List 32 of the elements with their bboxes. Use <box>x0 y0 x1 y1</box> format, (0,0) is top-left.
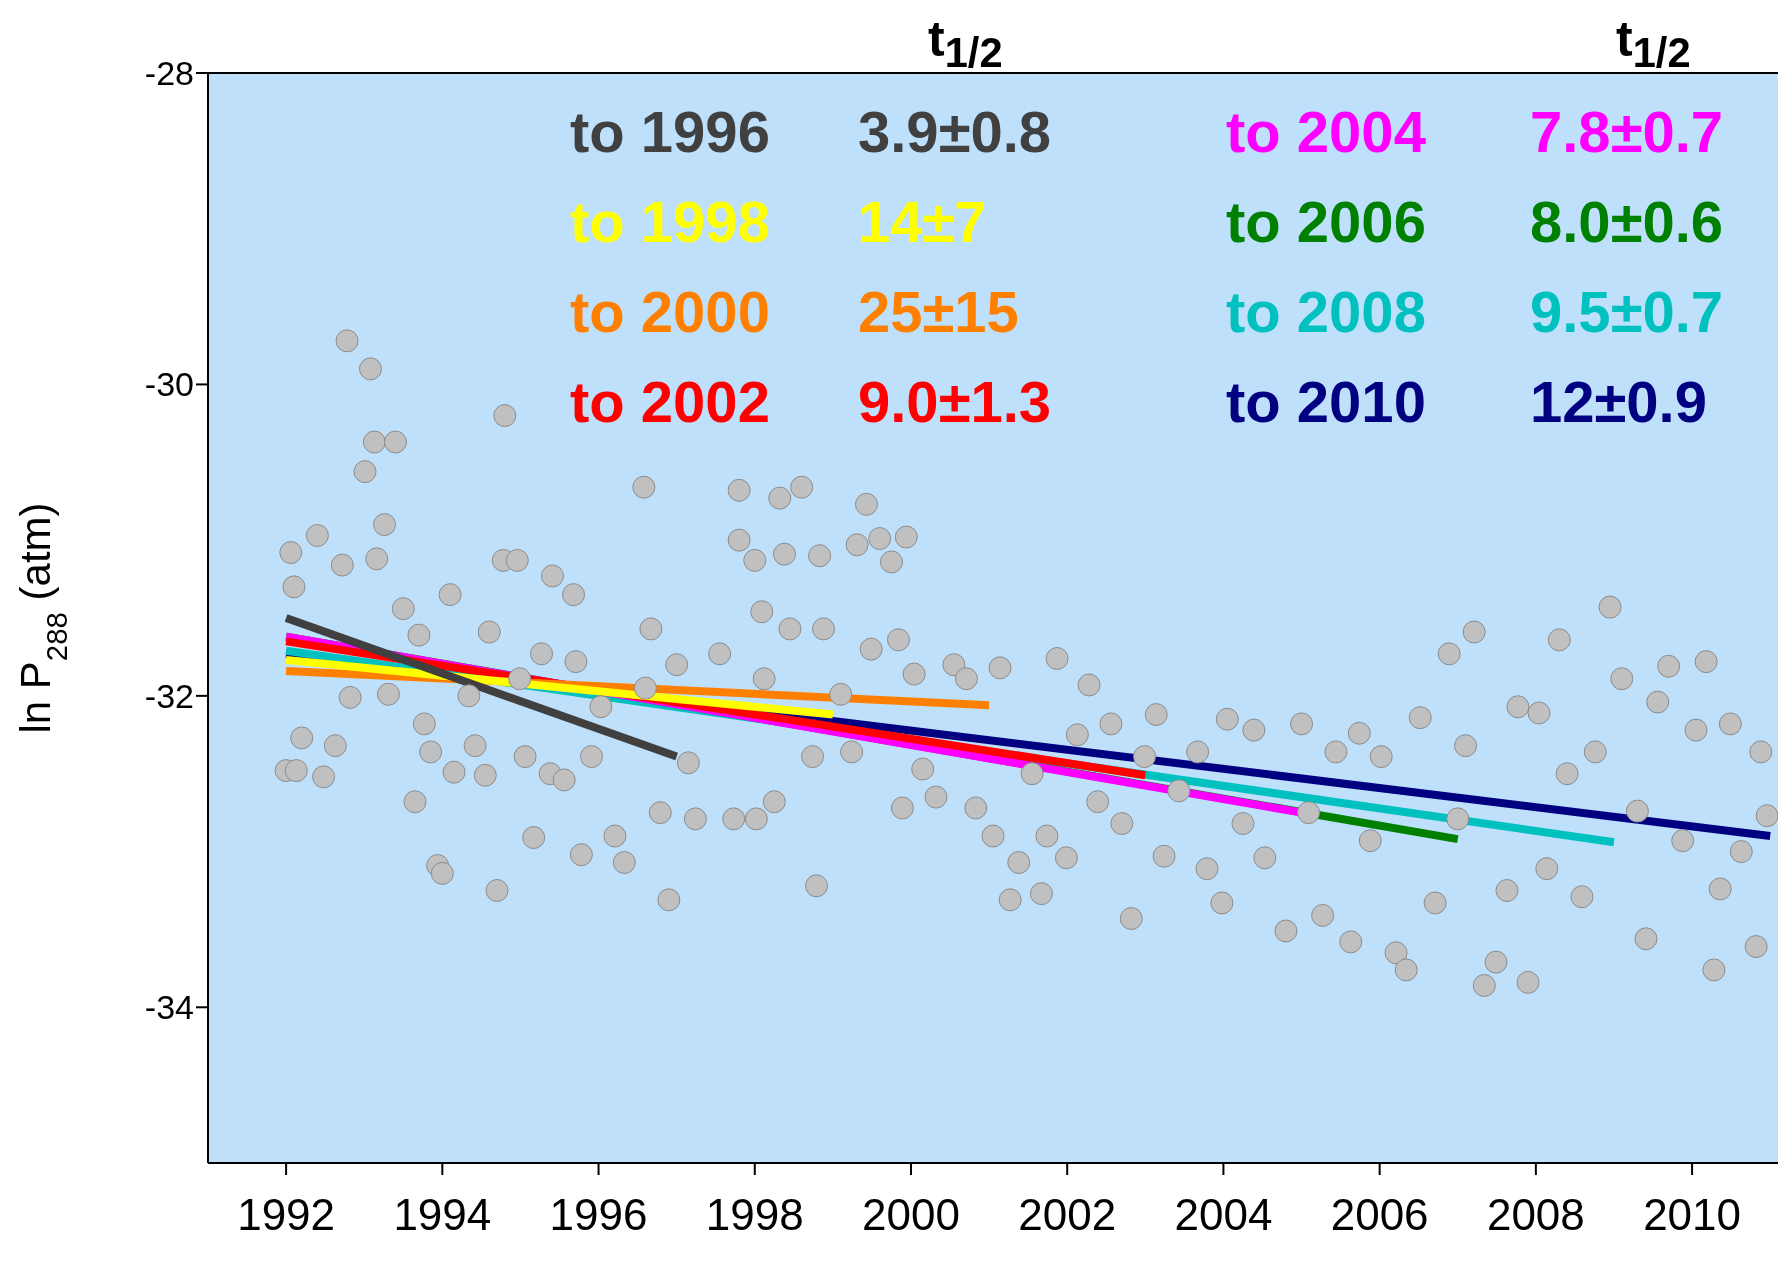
x-tick-label: 2010 <box>1643 1190 1742 1240</box>
annotation: 9.0±1.3 <box>858 369 1052 434</box>
text: to 2004 <box>1226 99 1426 164</box>
text: to 2010 <box>1226 369 1426 434</box>
text: to 2002 <box>570 369 770 434</box>
x-tick-label: 1998 <box>705 1190 804 1240</box>
text: to 1998 <box>570 189 770 254</box>
annotation: t$_{1/2}$ <box>928 11 1003 76</box>
x-tick-label: 2004 <box>1174 1190 1273 1240</box>
annotation: 7.8±0.7 <box>1530 99 1724 164</box>
x-tick-label: 2002 <box>1018 1190 1117 1240</box>
y-tick-label: -30 <box>144 365 194 404</box>
y-tick-label: -34 <box>144 988 194 1027</box>
text: to 2006 <box>1226 189 1426 254</box>
annotation: t$_{1/2}$ <box>1616 11 1691 76</box>
x-tick-label: 1996 <box>549 1190 648 1240</box>
y-tick-label: -28 <box>144 54 194 93</box>
annotation: 3.9±0.8 <box>858 99 1052 164</box>
x-tick-label: 2006 <box>1330 1190 1429 1240</box>
text: to 2000 <box>570 279 770 344</box>
y-tick-label: -32 <box>144 676 194 715</box>
annotation: 14±7 <box>858 189 987 254</box>
annotation: 25±15 <box>858 279 1019 344</box>
x-tick-label: 1994 <box>393 1190 492 1240</box>
text: to 1996 <box>570 99 770 164</box>
annotation: 9.5±0.7 <box>1530 279 1724 344</box>
x-tick-label: 1992 <box>237 1190 336 1240</box>
x-tick-label: 2000 <box>862 1190 960 1240</box>
text: to 2008 <box>1226 279 1426 344</box>
annotation: 8.0±0.6 <box>1530 189 1724 254</box>
x-tick-label: 2008 <box>1486 1190 1585 1240</box>
annotation: 12±0.9 <box>1530 369 1707 434</box>
